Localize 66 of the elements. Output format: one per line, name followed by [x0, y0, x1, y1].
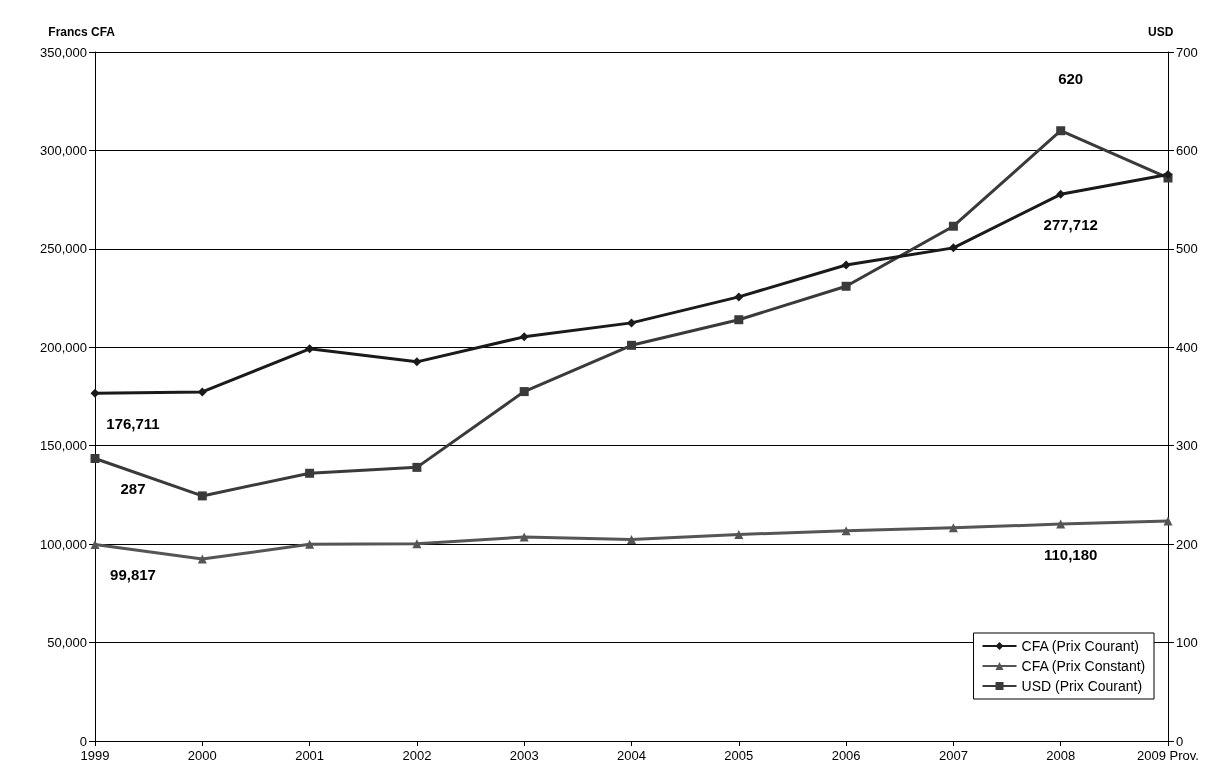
point — [627, 535, 636, 545]
point — [734, 292, 744, 302]
point — [90, 454, 100, 464]
point — [519, 532, 529, 542]
y2-tick-label: 500 — [1176, 241, 1198, 257]
x-tick-label: 2005 — [724, 748, 754, 763]
legend-label: CFA (Prix Constant) — [1021, 658, 1146, 674]
point — [197, 491, 207, 501]
point — [1056, 126, 1066, 136]
y2-tick-label: 600 — [1176, 142, 1198, 158]
point — [90, 388, 100, 398]
point — [197, 554, 207, 564]
x-tick-label: 2008 — [1046, 748, 1076, 763]
y-tick-label: 150,000 — [40, 438, 87, 454]
data-label: 620 — [1058, 70, 1084, 88]
x-tick-label: 1999 — [80, 748, 110, 763]
y2-tick-label: 700 — [1176, 44, 1198, 60]
y2-tick-label: 100 — [1176, 635, 1198, 651]
x-tick-label: 2009 Prov. — [1137, 748, 1199, 763]
x-tick-label: 2006 — [831, 748, 861, 763]
y2-tick-label: 400 — [1176, 339, 1198, 355]
data-label: 287 — [120, 480, 146, 498]
point — [948, 221, 958, 231]
point — [627, 340, 636, 350]
point — [519, 387, 529, 397]
point — [1056, 189, 1066, 199]
x-tick-label: 2004 — [617, 748, 646, 763]
point — [412, 539, 422, 549]
x-tick-label: 2002 — [402, 748, 432, 763]
y2-tick-label: 300 — [1176, 438, 1198, 454]
x-tick-label: 2000 — [187, 748, 217, 763]
y-tick-label: 350,000 — [40, 44, 87, 60]
data-label: 277,712 — [1043, 215, 1098, 233]
data-label: 99,817 — [110, 566, 156, 583]
x-tick-label: 2001 — [295, 748, 325, 763]
y-tick-label: 250,000 — [40, 241, 87, 257]
y-tick-label: 200,000 — [40, 339, 87, 355]
y-tick-label: 100,000 — [40, 536, 87, 552]
y-axis-title: Francs CFA — [48, 25, 116, 39]
y-tick-label: 50,000 — [47, 635, 87, 651]
point — [1056, 519, 1066, 529]
x-tick-label: 2003 — [509, 748, 539, 763]
point — [841, 526, 851, 536]
point — [841, 260, 851, 270]
x-tick-label: 2007 — [938, 748, 968, 763]
y2-axis-title: USD — [1148, 25, 1174, 39]
point — [627, 318, 636, 328]
y-tick-label: 0 — [79, 733, 87, 749]
data-label: 110,180 — [1044, 545, 1098, 563]
point — [519, 332, 529, 342]
y2-tick-label: 200 — [1176, 536, 1198, 552]
point — [412, 462, 422, 472]
y2-tick-label: 0 — [1176, 733, 1184, 749]
point — [305, 539, 315, 549]
point — [841, 281, 851, 291]
y-tick-label: 300,000 — [40, 142, 87, 158]
point — [305, 468, 315, 478]
legend-label: CFA (Prix Courant) — [1021, 638, 1140, 654]
point — [734, 315, 744, 325]
point — [1163, 516, 1173, 526]
point — [948, 243, 958, 253]
point — [1163, 169, 1173, 179]
point — [734, 530, 744, 539]
data-label: 176,711 — [106, 414, 160, 432]
legend-label: USD (Prix Courant) — [1021, 678, 1143, 694]
point — [412, 357, 422, 367]
